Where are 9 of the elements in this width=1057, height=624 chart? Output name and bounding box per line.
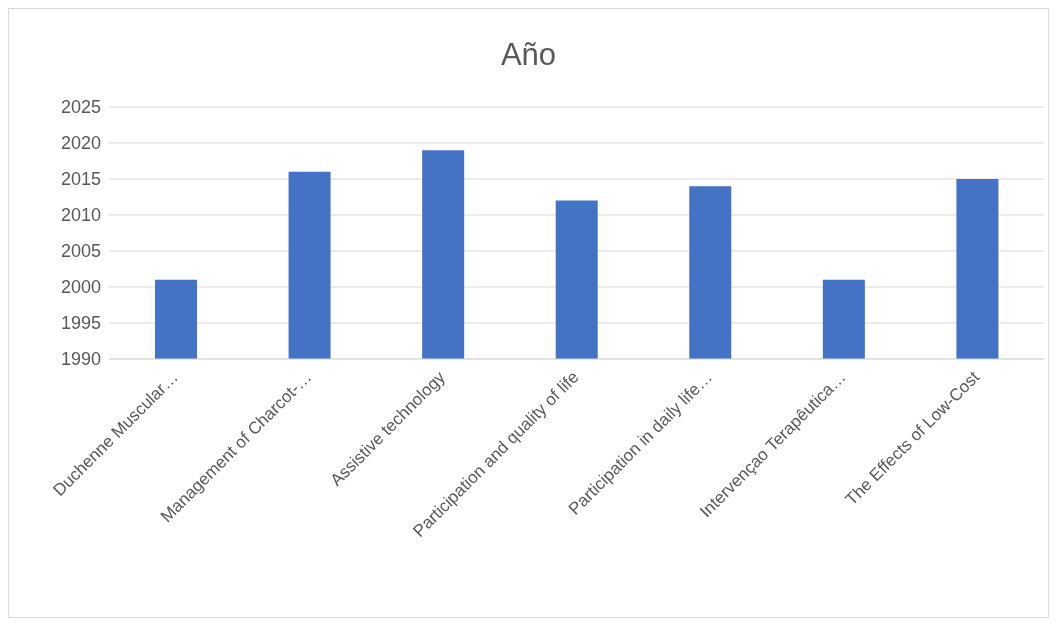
y-tick-label: 2020 <box>60 133 101 154</box>
y-tick-label: 2000 <box>60 277 101 298</box>
y-tick-label: 2015 <box>60 169 101 190</box>
chart-title: Año <box>499 37 558 73</box>
y-tick-label: 2010 <box>60 205 101 226</box>
y-tick-label: 2025 <box>60 97 101 118</box>
y-tick-label: 1990 <box>60 349 101 370</box>
y-tick-label: 1995 <box>60 313 101 334</box>
y-tick-label: 2005 <box>60 241 101 262</box>
